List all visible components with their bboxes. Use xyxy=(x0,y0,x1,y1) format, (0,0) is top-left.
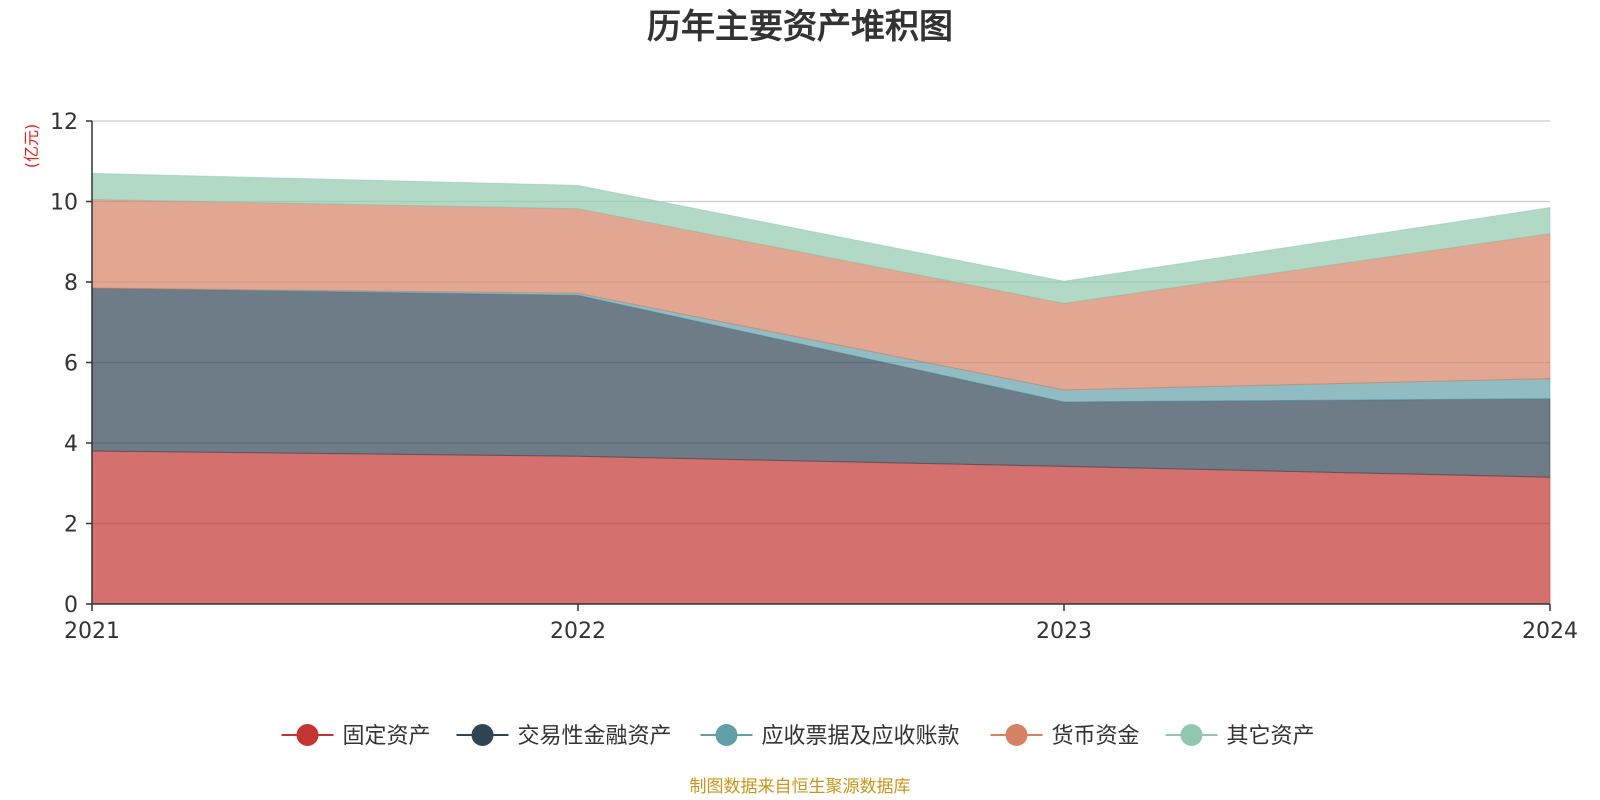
y-tick-label-3: 6 xyxy=(64,352,78,377)
legend-item-0[interactable]: 固定资产 xyxy=(281,724,431,749)
x-tick-label-3: 2024 xyxy=(1522,619,1578,644)
legend-item-3[interactable]: 货币资金 xyxy=(990,724,1140,749)
y-tick-label-1: 2 xyxy=(64,513,78,538)
area-series-4 xyxy=(91,172,1551,304)
legend-label-4: 其它资产 xyxy=(1227,724,1315,749)
y-axis-ticks: 0 2 4 6 8 10 12 xyxy=(50,110,92,618)
legend-marker-0 xyxy=(296,724,319,746)
y-tick-label-2: 4 xyxy=(64,432,78,457)
y-axis-unit-label: (亿元) xyxy=(22,124,41,169)
area-series-0 xyxy=(91,450,1551,605)
y-tick-label-6: 12 xyxy=(50,110,78,135)
legend-label-2: 应收票据及应收账款 xyxy=(762,724,960,749)
legend-item-4[interactable]: 其它资产 xyxy=(1165,724,1315,749)
y-tick-label-5: 10 xyxy=(50,191,78,216)
legend-marker-1 xyxy=(471,724,494,746)
source-note: 制图数据来自恒生聚源数据库 xyxy=(690,777,911,797)
legend[interactable]: 固定资产 交易性金融资产 应收票据及应收账款 货币资金 其它资产 xyxy=(281,724,1315,749)
x-tick-label-0: 2021 xyxy=(64,619,120,644)
y-tick-label-4: 8 xyxy=(64,271,78,296)
area-series-group xyxy=(91,172,1551,605)
legend-label-3: 货币资金 xyxy=(1052,724,1140,749)
chart-title: 历年主要资产堆积图 xyxy=(647,7,953,47)
legend-marker-3 xyxy=(1005,724,1028,746)
x-tick-label-2: 2023 xyxy=(1036,619,1092,644)
y-tick-label-0: 0 xyxy=(64,593,78,618)
legend-marker-4 xyxy=(1180,724,1203,746)
legend-label-0: 固定资产 xyxy=(343,724,431,749)
x-axis-ticks: 2021 2022 2023 2024 xyxy=(64,604,1578,644)
legend-item-1[interactable]: 交易性金融资产 xyxy=(456,724,672,749)
x-tick-label-1: 2022 xyxy=(550,619,606,644)
legend-item-2[interactable]: 应收票据及应收账款 xyxy=(700,724,960,749)
legend-marker-2 xyxy=(715,724,738,746)
legend-label-1: 交易性金融资产 xyxy=(518,724,672,749)
